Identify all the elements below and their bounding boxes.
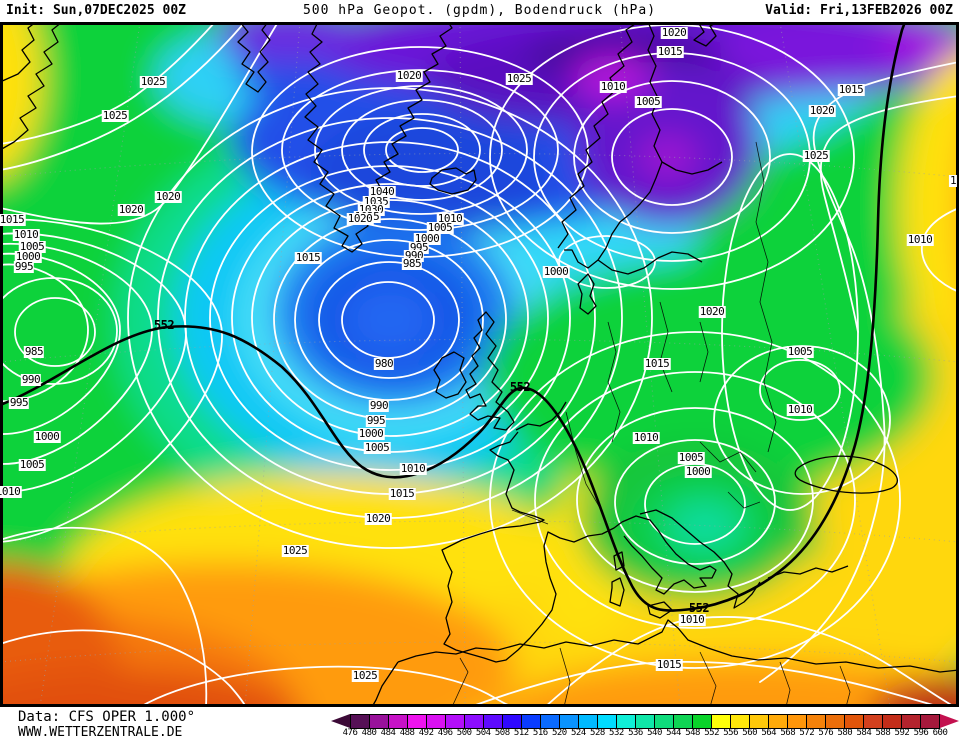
colorbar-scale-value: 524 (570, 728, 586, 738)
colorbar-scale-value: 564 (761, 728, 777, 738)
colorbar-swatch (445, 715, 464, 728)
colorbar-scale-value: 592 (894, 728, 910, 738)
colorbar-swatch (730, 715, 749, 728)
colorbar-scale-value: 516 (532, 728, 548, 738)
colorbar-swatch (863, 715, 882, 728)
map-title: 500 hPa Geopot. (gpdm), Bodendruck (hPa) (302, 3, 657, 18)
colorbar-scale-value: 580 (837, 728, 853, 738)
colorbar-swatch (711, 715, 730, 728)
colorbar-swatch (749, 715, 768, 728)
colorbar-scale-value: 600 (932, 728, 948, 738)
header-bar: Init: Sun,07DEC2025 00Z 500 hPa Geopot. … (0, 0, 959, 22)
colorbar-scale-value: 572 (799, 728, 815, 738)
colorbar-scale-value: 520 (551, 728, 567, 738)
colorbar-swatch (825, 715, 844, 728)
colorbar-left-arrow-icon (331, 714, 350, 728)
colorbar-swatch (559, 715, 578, 728)
colorbar-swatch (483, 715, 502, 728)
colorbar-swatch (540, 715, 559, 728)
map-area: 1025 1025 1020 1020 1015 1010 1005 1000 995 985 99… (0, 22, 959, 707)
colorbar-swatch (464, 715, 483, 728)
map-border (0, 22, 959, 707)
colorbar-swatch (806, 715, 825, 728)
data-source-text: Data: CFS OPER 1.000° (18, 709, 196, 725)
colorbar-scale-value: 492 (418, 728, 434, 738)
colorbar-swatch (616, 715, 635, 728)
colorbar-scale-value: 508 (494, 728, 510, 738)
colorbar-scale-value: 576 (818, 728, 834, 738)
colorbar-scale-value: 548 (685, 728, 700, 738)
colorbar-scale-value: 532 (609, 728, 624, 738)
colorbar-swatch (351, 715, 369, 728)
colorbar-swatch (920, 715, 939, 728)
colorbar-swatch (692, 715, 711, 728)
colorbar-swatch (426, 715, 445, 728)
colorbar-swatch (901, 715, 920, 728)
colorbar-swatch (407, 715, 426, 728)
colorbar-scale-value: 500 (456, 728, 472, 738)
colorbar-swatches (350, 714, 940, 729)
colorbar-scale-value: 584 (856, 728, 872, 738)
colorbar-scale-value: 544 (666, 728, 681, 738)
colorbar-scale-value: 488 (399, 728, 415, 738)
thickness-552-contour (0, 22, 907, 612)
colorbar-swatch (597, 715, 616, 728)
colorbar-scale-value: 528 (590, 728, 605, 738)
colorbar-swatch (768, 715, 787, 728)
init-timestamp: Init: Sun,07DEC2025 00Z (6, 3, 187, 18)
colorbar-swatch (882, 715, 901, 728)
colorbar-swatch (578, 715, 597, 728)
colorbar-swatch (844, 715, 863, 728)
colorbar-scale-labels: 476 480 484 488 492 496 500 504 508 512 516 520 524 5… (343, 728, 948, 739)
colorbar-right-arrow-icon (940, 714, 959, 728)
colorbar-scale-value: 540 (647, 728, 662, 738)
colorbar-scale-value: 596 (913, 728, 929, 738)
colorbar-swatch (369, 715, 388, 728)
colorbar-scale-value: 556 (723, 728, 739, 738)
colorbar-scale-value: 496 (437, 728, 453, 738)
colorbar-scale-value: 484 (380, 728, 396, 738)
colorbar-scale-value: 568 (780, 728, 796, 738)
colorbar-swatch (521, 715, 540, 728)
colorbar-swatch (673, 715, 692, 728)
colorbar: 476 480 484 488 492 496 500 504 508 512 516 520 524 5… (331, 714, 959, 740)
coastlines (0, 22, 959, 707)
colorbar-swatch (635, 715, 654, 728)
website-text: WWW.WETTERZENTRALE.DE (18, 725, 183, 740)
colorbar-scale-value: 504 (475, 728, 491, 738)
colorbar-scale-value: 480 (361, 728, 377, 738)
colorbar-swatch (388, 715, 407, 728)
colorbar-scale-value: 536 (628, 728, 643, 738)
country-borders (451, 141, 851, 707)
colorbar-scale-value: 588 (875, 728, 891, 738)
colorbar-scale-value: 560 (742, 728, 758, 738)
geopotential-color-field (0, 22, 959, 707)
map-svg (0, 22, 959, 707)
footer-bar: Data: CFS OPER 1.000° WWW.WETTERZENTRALE… (0, 707, 959, 741)
colorbar-swatch (787, 715, 806, 728)
valid-timestamp: Valid: Fri,13FEB2026 00Z (765, 3, 953, 18)
colorbar-swatch (654, 715, 673, 728)
colorbar-scale-value: 512 (513, 728, 529, 738)
colorbar-scale-value: 552 (704, 728, 719, 738)
colorbar-swatch (502, 715, 521, 728)
colorbar-scale-value: 476 (342, 728, 358, 738)
